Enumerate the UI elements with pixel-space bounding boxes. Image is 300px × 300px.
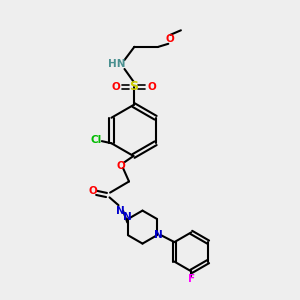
Text: O: O xyxy=(111,82,120,92)
Text: N: N xyxy=(123,212,132,222)
Text: O: O xyxy=(147,82,156,92)
Text: N: N xyxy=(116,206,124,216)
Text: O: O xyxy=(88,185,98,196)
Text: Cl: Cl xyxy=(90,135,101,145)
Text: O: O xyxy=(116,160,125,171)
Text: N: N xyxy=(154,230,163,240)
Text: O: O xyxy=(165,34,174,44)
Text: HN: HN xyxy=(108,59,125,69)
Text: S: S xyxy=(129,80,138,94)
Text: F: F xyxy=(188,274,195,284)
